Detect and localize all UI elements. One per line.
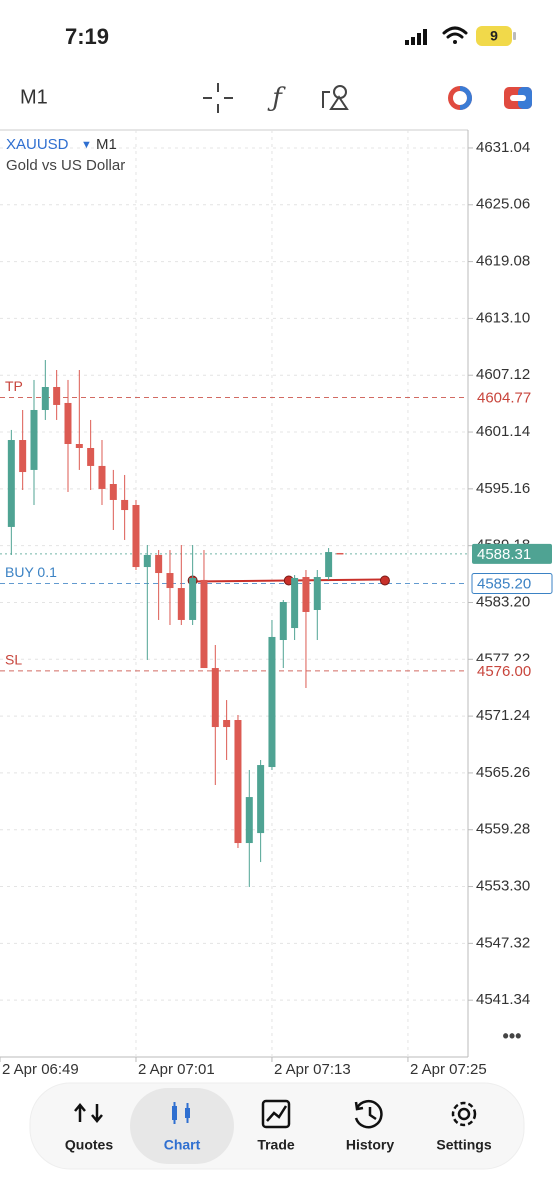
level-name: SL [5,652,22,668]
tab-icon [451,1101,477,1127]
tab[interactable]: History [346,1099,394,1153]
symbol-dropdown[interactable]: ▼ [81,139,92,151]
tab[interactable]: Settings [436,1101,492,1153]
x-tick-label: 2 Apr 07:25 [410,1061,487,1078]
y-tick-label: 4553.30 [476,878,530,895]
crosshair-button[interactable] [203,83,233,113]
tab-icon [261,1099,291,1129]
candle-body [166,573,174,589]
candle-body [41,386,49,410]
level-name: TP [5,378,23,394]
price-box-label: 4604.77 [477,390,531,407]
price-box [472,660,552,681]
y-tick-label: 4625.06 [476,196,530,213]
candle-body [302,577,310,612]
price-box-label: 4585.20 [477,575,531,592]
symbol-description: Gold vs US Dollar [6,157,125,174]
y-tick-label: 4571.24 [476,707,530,724]
more-button[interactable]: ••• [503,1026,522,1046]
candle-body [313,577,321,610]
price-box-label: 4576.00 [477,663,531,680]
candle-body [109,484,117,500]
one-click-button[interactable] [504,87,532,109]
y-tick-label: 4595.16 [476,480,530,497]
candle-body [291,577,299,629]
position-handle [379,575,390,586]
tab-label[interactable]: History [346,1137,394,1153]
tab-label[interactable]: Quotes [65,1137,113,1153]
y-tick-label: 4613.10 [476,309,530,326]
candle-body [155,554,163,574]
candle-body [75,444,83,448]
x-tick-label: 2 Apr 07:13 [274,1061,351,1078]
candle-body [268,636,276,768]
y-tick-label: 4607.12 [476,366,530,383]
tab[interactable]: Chart [130,1088,234,1164]
price-box [472,543,552,564]
candle-body [279,602,287,641]
x-tick-label: 2 Apr 06:49 [2,1061,79,1078]
price-boxes: 4604.77 4588.31 4585.20 4576.00 [471,387,553,681]
timeframe-button[interactable]: M1 [20,86,48,108]
objects-button[interactable] [322,85,349,110]
y-tick-label: 4541.34 [476,991,530,1008]
candle-body [64,402,72,445]
candle-body [87,447,95,466]
trading-signals-button[interactable] [448,86,472,110]
y-tick-label: 4601.14 [476,423,530,440]
tab-icon [172,1102,190,1124]
grid: 4631.04 4625.06 4619.08 4613.10 4607.12 4601.… [0,130,530,1078]
candle-body [325,552,333,578]
candle-body [98,465,106,489]
candle-body [30,409,38,470]
chart-timeframe: M1 [96,136,117,153]
price-box [472,387,552,408]
tab[interactable]: Trade [257,1099,295,1153]
tab-icon [74,1103,103,1123]
candle-body [223,720,231,728]
tab-label[interactable]: Chart [164,1137,201,1153]
battery [476,26,512,46]
y-tick-label: 4547.32 [476,934,530,951]
candle-body [177,588,185,620]
battery-level: 9 [490,28,498,44]
candles [7,360,344,888]
candle-body [245,797,253,844]
x-tick-label: 2 Apr 07:01 [138,1061,215,1078]
tab-label[interactable]: Trade [257,1137,295,1153]
y-tick-label: 4619.08 [476,253,530,270]
candle-body [132,504,140,568]
indicators-button[interactable]: ƒ [267,83,286,113]
candle-body [19,440,27,473]
candle-body [189,577,197,620]
tab-icon [354,1099,383,1129]
y-tick-label: 4583.20 [476,593,530,610]
battery-tip [513,32,516,40]
level-name: BUY 0.1 [5,564,57,580]
candle-body [257,765,265,834]
active-tab-pill [130,1088,234,1164]
candle-body [7,440,15,527]
price-levels: TP BUY 0.1 SL [0,378,468,672]
candle-body [200,579,208,669]
y-tick-label: 4565.26 [476,764,530,781]
candle-body [143,554,151,568]
y-tick-label: 4559.28 [476,821,530,838]
price-box-label: 4588.31 [477,546,531,563]
candle-body [211,668,219,728]
candle-body [53,386,61,405]
tab[interactable]: Quotes [65,1103,113,1153]
y-tick-label: 4631.04 [476,139,530,156]
tab-label[interactable]: Settings [436,1137,491,1153]
candle-body [336,552,344,555]
symbol[interactable]: XAUUSD [6,136,69,153]
clock: 7:19 [65,24,109,49]
signal-icon [405,29,427,45]
candle-body [234,720,242,844]
wifi-icon [442,26,468,44]
candle-body [121,499,129,511]
price-box [471,572,553,594]
